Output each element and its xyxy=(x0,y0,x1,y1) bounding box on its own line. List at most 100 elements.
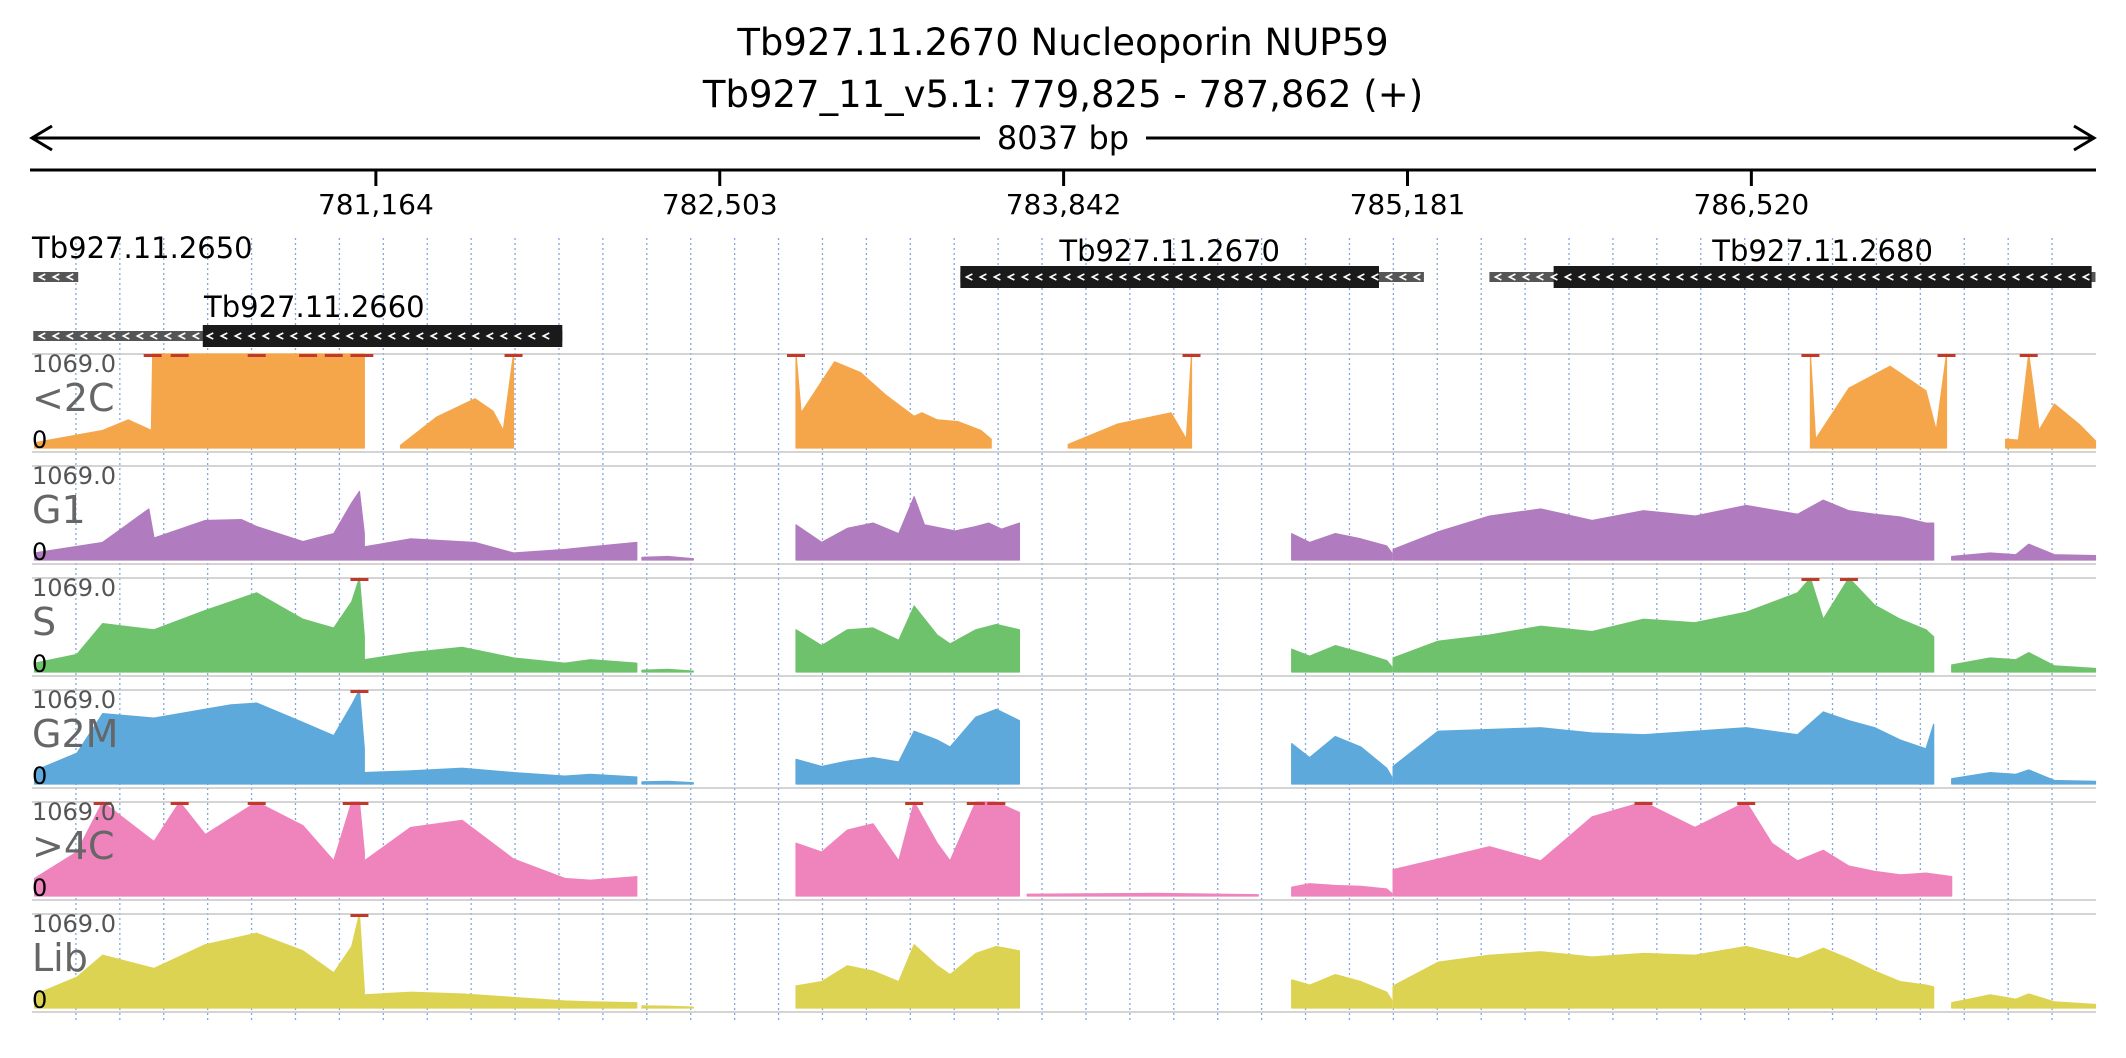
clip-marker xyxy=(2019,354,2038,357)
coverage-area xyxy=(363,538,638,561)
coverage-area xyxy=(399,353,515,449)
strand-chevron xyxy=(2025,273,2034,281)
strand-chevron xyxy=(1370,273,1379,281)
clip-marker xyxy=(1182,354,1201,357)
strand-chevron xyxy=(149,332,158,340)
coverage-area xyxy=(363,991,638,1009)
strand-chevron xyxy=(429,332,438,340)
track-S: 1069.0 0 S xyxy=(32,574,2097,678)
coverage-area xyxy=(1291,533,1393,561)
strand-chevron xyxy=(1272,273,1281,281)
track-ymax-label: 1069.0 xyxy=(32,686,116,714)
strand-chevron xyxy=(317,332,326,340)
track-ymax-label: 1069.0 xyxy=(32,350,116,378)
strand-chevron xyxy=(1675,273,1684,281)
clip-marker xyxy=(787,354,806,357)
strand-chevron xyxy=(1216,273,1225,281)
strand-chevron xyxy=(541,332,550,340)
coverage-area xyxy=(641,555,694,561)
strand-chevron xyxy=(1493,273,1502,281)
gene-label: Tb927.11.2680 xyxy=(1711,234,1933,268)
strand-chevron xyxy=(1090,273,1099,281)
track-name: Lib xyxy=(32,936,88,980)
strand-chevron xyxy=(1927,273,1936,281)
track-name: <2C xyxy=(32,376,115,420)
strand-chevron xyxy=(1118,273,1127,281)
strand-chevron xyxy=(964,273,973,281)
strand-chevron xyxy=(1048,273,1057,281)
strand-chevron xyxy=(1356,273,1365,281)
gene-Tb927-11-2660: Tb927.11.2660 xyxy=(33,290,563,347)
gene-Tb927-11-2670: Tb927.11.2670 xyxy=(960,234,1424,288)
coverage-area xyxy=(1951,652,2097,673)
gene-label: Tb927.11.2660 xyxy=(203,290,425,324)
clip-marker xyxy=(1634,802,1653,805)
coverage-area xyxy=(33,689,365,785)
gene-Tb927-11-2680: Tb927.11.2680 xyxy=(1489,234,2096,288)
strand-chevron xyxy=(1997,273,2006,281)
strand-chevron xyxy=(1941,273,1950,281)
track-name: >4C xyxy=(32,824,115,868)
strand-chevron xyxy=(1591,273,1600,281)
strand-chevron xyxy=(177,332,186,340)
track-ymin-label: 0 xyxy=(32,426,47,454)
coverage-area xyxy=(1291,735,1393,785)
gene-track: Tb927.11.2650 Tb927.11.2660 Tb927.11.2670 T… xyxy=(31,231,2096,347)
strand-chevron xyxy=(247,332,256,340)
strand-chevron xyxy=(1535,273,1544,281)
strand-chevron xyxy=(205,332,214,340)
strand-chevron xyxy=(1174,273,1183,281)
coverage-area xyxy=(33,490,365,561)
gene-Tb927-11-2650: Tb927.11.2650 xyxy=(31,231,253,282)
strand-chevron xyxy=(499,332,508,340)
track-G2M: 1069.0 0 G2M xyxy=(32,686,2097,790)
strand-chevron xyxy=(415,332,424,340)
strand-chevron xyxy=(2039,273,2048,281)
coverage-area xyxy=(1026,892,1259,897)
strand-chevron xyxy=(1146,273,1155,281)
strand-chevron xyxy=(1801,273,1810,281)
coverage-area xyxy=(363,819,638,897)
clip-marker xyxy=(1801,578,1820,581)
coverage-area xyxy=(795,708,1021,785)
gene-utr-bar xyxy=(33,272,79,282)
strand-chevron xyxy=(121,332,130,340)
strand-chevron xyxy=(1745,273,1754,281)
track-ymax-label: 1069.0 xyxy=(32,462,116,490)
strand-chevron xyxy=(1633,273,1642,281)
clip-marker xyxy=(350,578,369,581)
coverage-area xyxy=(1951,769,2097,785)
clip-marker xyxy=(350,914,369,917)
strand-chevron xyxy=(37,273,46,281)
strand-chevron xyxy=(1062,273,1071,281)
strand-chevron xyxy=(1829,273,1838,281)
span-arrow-left-head xyxy=(29,124,53,152)
clip-marker xyxy=(987,802,1006,805)
coverage-area xyxy=(1951,993,2097,1009)
strand-chevron xyxy=(978,273,987,281)
strand-chevron xyxy=(527,332,536,340)
coverage-area xyxy=(33,913,365,1009)
clip-marker xyxy=(1737,802,1756,805)
clip-marker xyxy=(247,802,266,805)
strand-chevron xyxy=(359,332,368,340)
track-ymin-label: 0 xyxy=(32,538,47,566)
strand-chevron xyxy=(1773,273,1782,281)
clip-marker xyxy=(93,802,112,805)
strand-chevron xyxy=(1871,273,1880,281)
track-lt2C: 1069.0 0 <2C xyxy=(32,350,2097,454)
track-G1: 1069.0 0 G1 xyxy=(32,462,2097,566)
strand-chevron xyxy=(1258,273,1267,281)
strand-chevron xyxy=(1619,273,1628,281)
strand-chevron xyxy=(373,332,382,340)
strand-chevron xyxy=(1661,273,1670,281)
coverage-area xyxy=(1392,945,1935,1009)
track-name: G1 xyxy=(32,488,86,532)
plot-subtitle: Tb927_11_v5.1: 779,825 - 787,862 (+) xyxy=(702,73,1423,116)
strand-chevron xyxy=(1286,273,1295,281)
coverage-area xyxy=(33,577,365,673)
gene-label: Tb927.11.2650 xyxy=(31,231,253,265)
strand-chevron xyxy=(1969,273,1978,281)
strand-chevron xyxy=(1244,273,1253,281)
